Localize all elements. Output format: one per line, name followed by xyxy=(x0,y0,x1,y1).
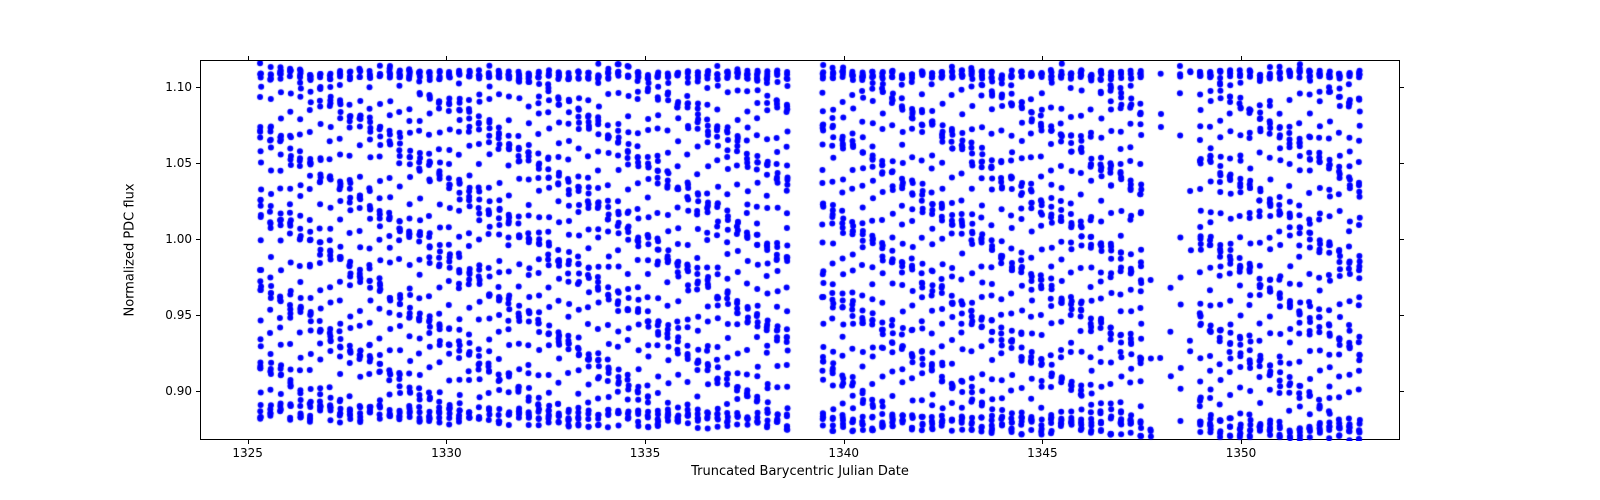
plot-area xyxy=(200,60,1400,440)
y-tick-label: 1.05 xyxy=(160,156,192,170)
y-tick xyxy=(196,87,200,88)
y-tick xyxy=(1400,239,1404,240)
x-tick xyxy=(248,56,249,60)
y-tick xyxy=(196,239,200,240)
x-tick xyxy=(1241,56,1242,60)
x-tick-label: 1330 xyxy=(431,446,462,460)
x-tick xyxy=(446,56,447,60)
x-tick xyxy=(645,56,646,60)
x-tick-label: 1335 xyxy=(630,446,661,460)
y-tick xyxy=(1400,163,1404,164)
x-tick-label: 1340 xyxy=(828,446,859,460)
y-tick xyxy=(1400,87,1404,88)
x-tick xyxy=(1042,56,1043,60)
y-tick xyxy=(1400,391,1404,392)
figure: Truncated Barycentric Julian Date Normal… xyxy=(0,0,1600,500)
x-tick xyxy=(1241,440,1242,444)
x-tick-label: 1350 xyxy=(1226,446,1257,460)
x-tick xyxy=(1042,440,1043,444)
y-tick xyxy=(1400,315,1404,316)
x-tick xyxy=(844,440,845,444)
x-tick xyxy=(446,440,447,444)
y-tick xyxy=(196,163,200,164)
y-axis-label: Normalized PDC flux xyxy=(123,183,138,316)
y-tick-label: 1.00 xyxy=(160,232,192,246)
y-tick xyxy=(196,315,200,316)
x-axis-label: Truncated Barycentric Julian Date xyxy=(691,464,909,479)
scatter-canvas xyxy=(201,61,1401,441)
y-tick-label: 0.95 xyxy=(160,308,192,322)
x-tick xyxy=(248,440,249,444)
x-tick-label: 1325 xyxy=(232,446,263,460)
x-tick xyxy=(645,440,646,444)
x-tick xyxy=(844,56,845,60)
y-tick xyxy=(196,391,200,392)
y-tick-label: 0.90 xyxy=(160,384,192,398)
y-tick-label: 1.10 xyxy=(160,80,192,94)
x-tick-label: 1345 xyxy=(1027,446,1058,460)
